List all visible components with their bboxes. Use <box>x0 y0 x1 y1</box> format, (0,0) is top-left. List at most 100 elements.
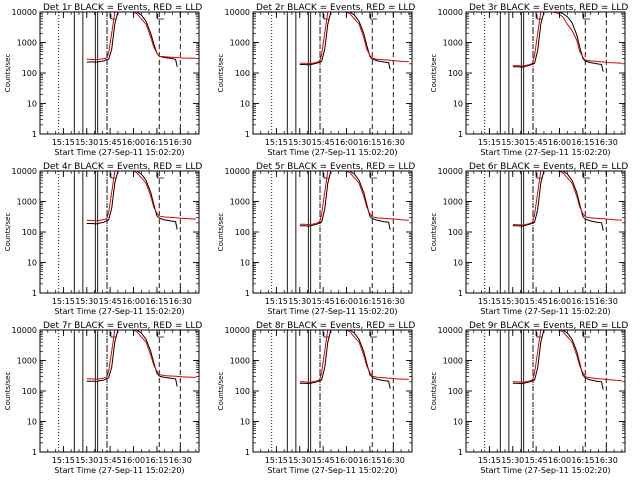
panel-title: Det 6r BLACK = Events, RED = LLD <box>469 162 628 172</box>
x-tick-label: 16:30 <box>382 138 405 147</box>
y-tick-label: 1000 <box>17 39 37 48</box>
x-tick-label: 16:30 <box>595 297 618 306</box>
y-tick-label: 10000 <box>225 326 250 335</box>
y-tick-label: 1000 <box>230 357 250 366</box>
y-tick-label: 10 <box>27 418 37 427</box>
x-tick-label: 15:30 <box>288 138 311 147</box>
panel-title: Det 9r BLACK = Events, RED = LLD <box>469 321 628 331</box>
y-tick-label: 10000 <box>12 8 37 17</box>
series-line-events <box>299 329 391 389</box>
y-tick-label: 10 <box>240 100 250 109</box>
y-axis-label: Counts/sec <box>430 372 438 411</box>
y-tick-label: 1 <box>32 448 37 457</box>
y-tick-label: 1000 <box>17 357 37 366</box>
series-line-events <box>299 170 391 230</box>
plot-frame <box>465 329 626 453</box>
x-tick-label: 15:15 <box>478 138 501 147</box>
y-tick-label: 1000 <box>230 198 250 207</box>
x-tick-label: 16:00 <box>548 297 571 306</box>
panel-title: Det 3r BLACK = Events, RED = LLD <box>469 3 628 13</box>
x-tick-label: 15:30 <box>75 456 98 465</box>
x-tick-label: 16:15 <box>145 138 168 147</box>
y-tick-label: 10 <box>240 259 250 268</box>
y-axis-label: Counts/sec <box>4 54 12 93</box>
plot-frame <box>465 170 626 294</box>
y-tick-label: 100 <box>22 228 37 237</box>
y-tick-label: 1000 <box>443 198 463 207</box>
x-tick-label: 16:30 <box>169 297 192 306</box>
x-axis-label: Start Time (27-Sep-11 15:02:20) <box>267 466 397 475</box>
y-tick-label: 100 <box>448 387 463 396</box>
x-tick-label: 15:45 <box>525 297 548 306</box>
y-axis-label: Counts/sec <box>217 213 225 252</box>
series-line-lld <box>86 11 196 61</box>
series-line-lld <box>299 11 409 64</box>
x-tick-label: 15:30 <box>288 297 311 306</box>
series-line-lld <box>512 329 622 383</box>
x-tick-label: 15:15 <box>265 138 288 147</box>
y-tick-label: 10 <box>453 259 463 268</box>
y-tick-label: 1 <box>245 448 250 457</box>
y-axis-label: Counts/sec <box>217 372 225 411</box>
x-tick-label: 15:15 <box>52 138 75 147</box>
panel-title: Det 7r BLACK = Events, RED = LLD <box>43 321 202 331</box>
series-line-events <box>86 329 178 387</box>
series-line-lld <box>86 329 196 380</box>
x-tick-label: 16:00 <box>335 456 358 465</box>
y-axis-label: Counts/sec <box>430 213 438 252</box>
x-tick-label: 16:30 <box>169 138 192 147</box>
x-tick-label: 16:30 <box>595 456 618 465</box>
y-tick-label: 10 <box>27 259 37 268</box>
x-tick-label: 16:30 <box>169 456 192 465</box>
panel-title: Det 1r BLACK = Events, RED = LLD <box>43 3 202 13</box>
x-tick-label: 15:15 <box>478 297 501 306</box>
x-tick-label: 16:15 <box>358 297 381 306</box>
panel-title: Det 8r BLACK = Events, RED = LLD <box>256 321 415 331</box>
panel-title: Det 5r BLACK = Events, RED = LLD <box>256 162 415 172</box>
series-line-lld <box>299 329 409 383</box>
x-tick-label: 16:15 <box>571 138 594 147</box>
panel-det-8: Det 8r BLACK = Events, RED = LLD 1 10 100 10… <box>217 321 415 475</box>
y-tick-label: 1 <box>458 130 463 139</box>
y-tick-label: 100 <box>22 69 37 78</box>
x-tick-label: 16:15 <box>145 456 168 465</box>
x-axis-label: Start Time (27-Sep-11 15:02:20) <box>54 466 184 475</box>
interval-bracket <box>157 173 164 179</box>
y-tick-label: 10000 <box>438 167 463 176</box>
panel-det-9: Det 9r BLACK = Events, RED = LLD 1 10 100 10… <box>430 321 628 475</box>
plot-frame <box>39 11 200 135</box>
x-tick-label: 15:45 <box>525 456 548 465</box>
x-tick-label: 16:00 <box>335 297 358 306</box>
panel-title: Det 4r BLACK = Events, RED = LLD <box>43 162 202 172</box>
y-tick-label: 1 <box>458 289 463 298</box>
panel-det-6: Det 6r BLACK = Events, RED = LLD 1 10 100 10… <box>430 162 628 316</box>
plot-frame <box>39 329 200 453</box>
y-tick-label: 1 <box>245 130 250 139</box>
y-tick-label: 1 <box>458 448 463 457</box>
series-line-events <box>86 170 178 230</box>
x-tick-label: 16:00 <box>335 138 358 147</box>
y-tick-label: 10000 <box>12 326 37 335</box>
y-tick-label: 10000 <box>438 8 463 17</box>
x-tick-label: 15:15 <box>52 297 75 306</box>
x-tick-label: 15:30 <box>501 297 524 306</box>
series-line-events <box>512 170 604 231</box>
x-axis-label: Start Time (27-Sep-11 15:02:20) <box>480 466 610 475</box>
y-axis-label: Counts/sec <box>217 54 225 93</box>
x-tick-label: 16:30 <box>382 456 405 465</box>
plot-frame <box>252 11 413 135</box>
x-tick-label: 15:15 <box>52 456 75 465</box>
x-tick-label: 15:45 <box>525 138 548 147</box>
y-tick-label: 10000 <box>12 167 37 176</box>
panel-det-5: Det 5r BLACK = Events, RED = LLD 1 10 100 10… <box>217 162 415 316</box>
plot-frame <box>252 170 413 294</box>
y-axis-label: Counts/sec <box>4 213 12 252</box>
x-tick-label: 15:15 <box>265 297 288 306</box>
y-tick-label: 1 <box>32 289 37 298</box>
x-tick-label: 15:45 <box>312 138 335 147</box>
y-tick-label: 10000 <box>225 167 250 176</box>
x-tick-label: 15:15 <box>265 456 288 465</box>
y-tick-label: 100 <box>448 228 463 237</box>
panel-det-2: Det 2r BLACK = Events, RED = LLD 1 10 100 10… <box>217 3 415 157</box>
